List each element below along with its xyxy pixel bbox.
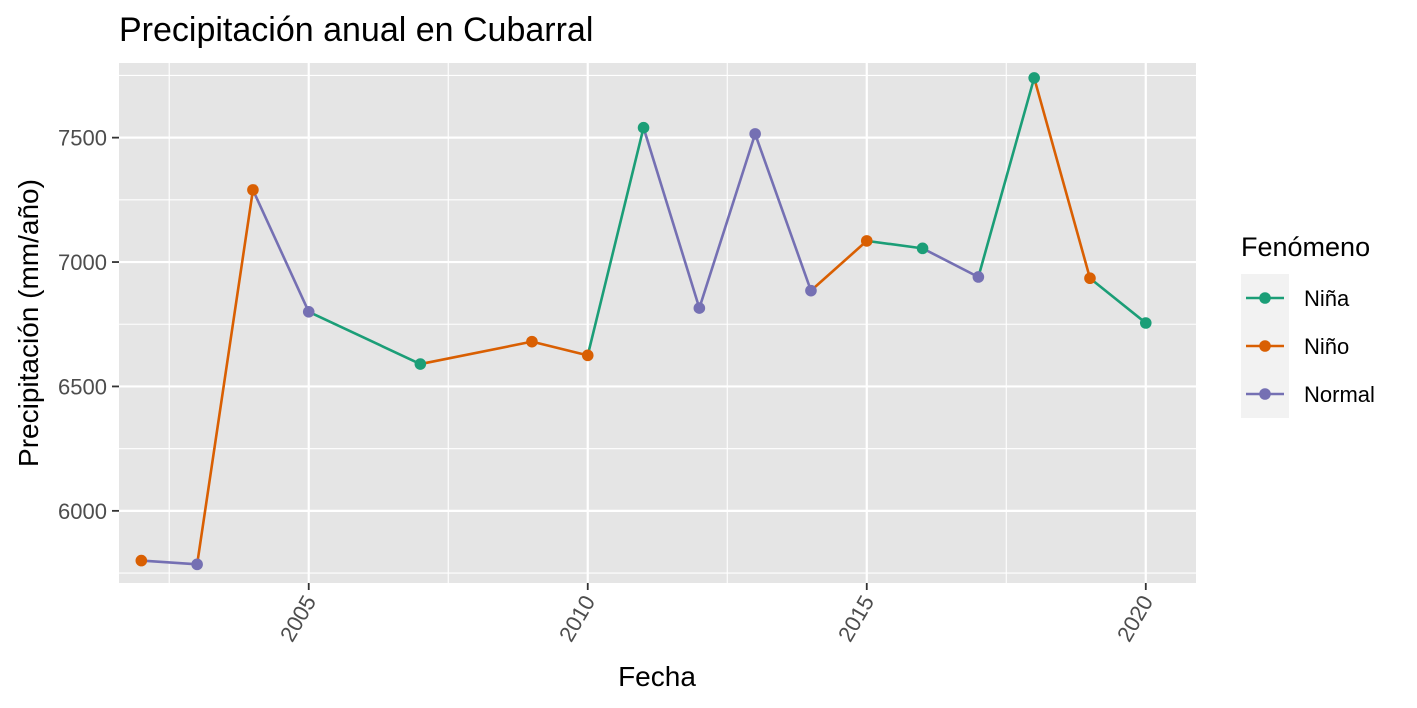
data-point-2017: [972, 271, 985, 283]
line-segment-2012-2013: [698, 132, 757, 310]
line-segment-2014-2015: [809, 239, 869, 292]
series-segments: [140, 76, 1148, 566]
line-segment-2002-2003: [140, 559, 199, 566]
data-point-2004: [247, 184, 259, 196]
data-point-2011: [637, 121, 650, 134]
plot-panel: [119, 63, 1196, 583]
y-tick-label: 6000: [58, 499, 107, 524]
legend-key-point: [1259, 340, 1271, 352]
data-point-2005: [302, 306, 315, 318]
x-tick-label: 2020: [1112, 591, 1158, 646]
data-point-2009: [526, 335, 538, 348]
data-point-2002: [135, 554, 148, 567]
line-segment-2009-2010: [530, 340, 590, 357]
data-point-2015: [860, 235, 873, 247]
y-tick-label: 6500: [58, 374, 107, 399]
line-segment-2003-2004: [195, 188, 255, 566]
line-segment-2018-2019: [1032, 76, 1092, 280]
x-axis-title: Fecha: [618, 661, 696, 692]
x-axis-ticks: 2005 2010 2015 2020: [275, 583, 1158, 646]
x-tick-label: 2005: [275, 591, 321, 646]
x-tick-label: 2010: [554, 591, 600, 646]
legend-title: Fenómeno: [1241, 232, 1370, 262]
data-point-2012: [693, 302, 706, 314]
legend-label: Niño: [1304, 334, 1349, 359]
data-point-2016: [916, 242, 929, 255]
line-segment-2019-2020: [1088, 276, 1148, 325]
data-point-2007: [414, 358, 427, 370]
line-segment-2007-2009: [419, 340, 534, 366]
data-point-2013: [749, 128, 761, 140]
y-tick-label: 7500: [58, 126, 107, 151]
data-point-2003: [191, 558, 203, 571]
legend-label: Normal: [1304, 382, 1375, 407]
minor-gridlines: [119, 63, 1196, 583]
data-point-2014: [805, 284, 817, 297]
line-segment-2015-2016: [865, 239, 924, 250]
legend-label: Niña: [1304, 286, 1350, 311]
data-point-2018: [1028, 72, 1040, 84]
line-segment-2010-2011: [586, 126, 645, 357]
data-point-2020: [1139, 317, 1152, 329]
y-axis-ticks: 6000 6500 7000 7500: [58, 126, 119, 524]
legend: Fenómeno Niña Niño Normal: [1241, 232, 1375, 418]
data-points: [135, 72, 1152, 571]
line-segment-2004-2005: [251, 188, 311, 314]
line-segment-2011-2012: [642, 126, 701, 310]
line-segment-2013-2014: [753, 132, 813, 292]
line-segment-2017-2018: [977, 76, 1036, 279]
data-point-2019: [1084, 272, 1096, 285]
chart-title: Precipitación anual en Cubarral: [119, 11, 593, 49]
data-point-2010: [581, 349, 594, 362]
legend-key-point: [1259, 292, 1271, 304]
line-segment-2016-2017: [921, 247, 980, 279]
legend-key-point: [1259, 388, 1271, 400]
line-segment-2005-2007: [307, 310, 422, 366]
y-axis-title: Precipitación (mm/año): [13, 179, 44, 467]
x-tick-label: 2015: [833, 591, 879, 646]
y-tick-label: 7000: [58, 250, 107, 275]
